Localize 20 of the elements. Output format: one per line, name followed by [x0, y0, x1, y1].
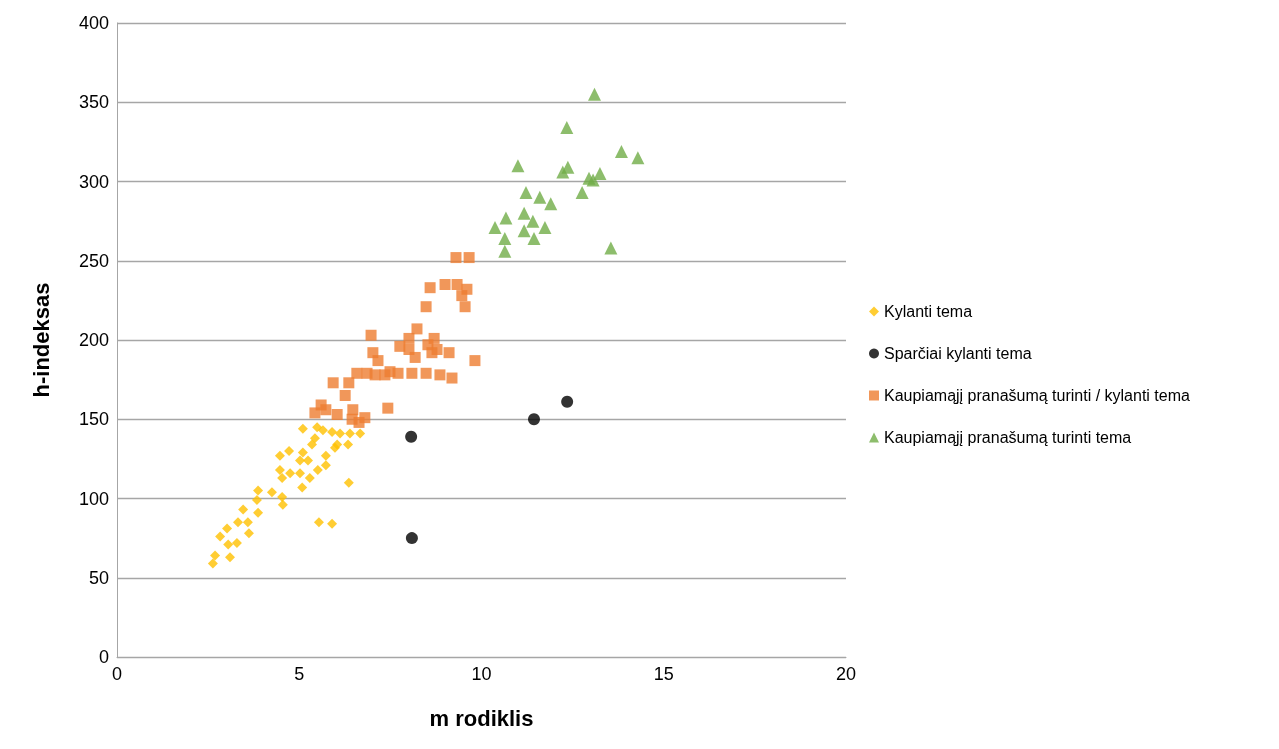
y-tick-label: 0 [98, 647, 109, 667]
y-tick-label: 350 [78, 92, 109, 113]
y-tick-label: 100 [78, 488, 109, 509]
x-tick-label: 10 [471, 664, 492, 684]
legend-label: Kaupiamąjį pranašumą turinti / kylanti tema [884, 387, 1191, 404]
y-tick-label: 300 [78, 171, 109, 192]
x-tick-label: 20 [835, 664, 857, 684]
x-tick-label: 0 [111, 664, 123, 684]
x-axis-title: m rodiklis [429, 705, 534, 731]
x-tick-label: 15 [653, 664, 674, 684]
y-axis-title: h-indeksas [28, 282, 54, 398]
y-tick-label: 400 [78, 13, 109, 33]
legend-label: Sparčiai kylanti tema [884, 345, 1032, 362]
y-tick-label: 50 [88, 567, 109, 588]
legend-label: Kaupiamąjį pranašumą turinti tema [884, 429, 1132, 446]
legend-label: Kylanti tema [884, 303, 973, 320]
y-tick-label: 250 [78, 250, 109, 271]
y-tick-label: 150 [78, 409, 109, 430]
y-tick-label: 200 [78, 330, 109, 350]
x-tick-label: 5 [294, 664, 305, 684]
